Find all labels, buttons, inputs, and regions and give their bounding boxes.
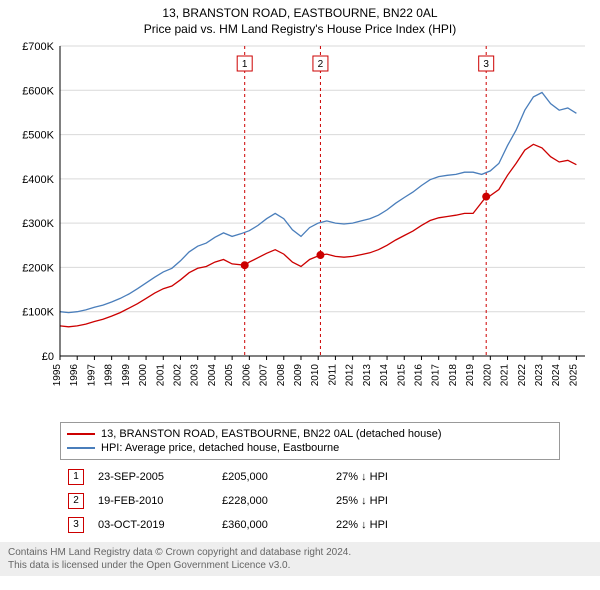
svg-text:2025: 2025 — [568, 364, 579, 387]
legend-label: HPI: Average price, detached house, East… — [101, 442, 339, 454]
marker-row: 2 19-FEB-2010£228,00025% ↓ HPI — [62, 490, 394, 512]
marker-date: 03-OCT-2019 — [92, 514, 214, 536]
chart-title-address: 13, BRANSTON ROAD, EASTBOURNE, BN22 0AL — [0, 6, 600, 20]
svg-text:£500K: £500K — [22, 130, 54, 142]
svg-text:2008: 2008 — [276, 364, 287, 387]
footer-line2: This data is licensed under the Open Gov… — [8, 559, 592, 572]
svg-text:2020: 2020 — [482, 364, 493, 387]
svg-text:£600K: £600K — [22, 85, 54, 97]
svg-text:1998: 1998 — [104, 364, 115, 387]
svg-text:2010: 2010 — [310, 364, 321, 387]
svg-text:2005: 2005 — [224, 364, 235, 387]
legend-swatch — [67, 433, 95, 435]
svg-text:2006: 2006 — [241, 364, 252, 387]
marker-row: 1 23-SEP-2005£205,00027% ↓ HPI — [62, 466, 394, 488]
svg-text:2022: 2022 — [517, 364, 528, 387]
svg-text:2015: 2015 — [396, 364, 407, 387]
svg-text:1997: 1997 — [86, 364, 97, 387]
svg-text:2017: 2017 — [431, 364, 442, 387]
svg-text:2012: 2012 — [345, 364, 356, 387]
svg-text:£400K: £400K — [22, 174, 54, 186]
svg-text:2011: 2011 — [327, 364, 338, 386]
svg-text:2007: 2007 — [259, 364, 270, 387]
chart-title-sub: Price paid vs. HM Land Registry's House … — [0, 22, 600, 36]
footer-attribution: Contains HM Land Registry data © Crown c… — [0, 542, 600, 576]
svg-text:2016: 2016 — [413, 364, 424, 387]
svg-text:2014: 2014 — [379, 364, 390, 387]
svg-text:1995: 1995 — [52, 364, 63, 387]
svg-text:2004: 2004 — [207, 364, 218, 387]
markers-table: 1 23-SEP-2005£205,00027% ↓ HPI 2 19-FEB-201… — [60, 464, 396, 538]
svg-text:2019: 2019 — [465, 364, 476, 387]
legend-item: 13, BRANSTON ROAD, EASTBOURNE, BN22 0AL … — [67, 427, 553, 441]
chart-area: £0 £100K £200K £300K £400K £500K £600K £700K 1 2 3… — [5, 36, 595, 416]
svg-text:2018: 2018 — [448, 364, 459, 387]
legend: 13, BRANSTON ROAD, EASTBOURNE, BN22 0AL … — [60, 422, 560, 460]
svg-text:2: 2 — [318, 59, 324, 70]
svg-text:2024: 2024 — [551, 364, 562, 387]
svg-text:£300K: £300K — [22, 218, 54, 230]
marker-price: £360,000 — [216, 514, 328, 536]
legend-item: HPI: Average price, detached house, East… — [67, 441, 553, 455]
svg-text:2002: 2002 — [172, 364, 183, 387]
svg-text:2003: 2003 — [190, 364, 201, 387]
marker-price: £205,000 — [216, 466, 328, 488]
footer-line1: Contains HM Land Registry data © Crown c… — [8, 546, 592, 559]
svg-text:1996: 1996 — [69, 364, 80, 387]
marker-delta: 27% ↓ HPI — [330, 466, 394, 488]
svg-text:2009: 2009 — [293, 364, 304, 387]
svg-text:2001: 2001 — [155, 364, 166, 387]
svg-text:£100K: £100K — [22, 307, 54, 319]
svg-text:£700K: £700K — [22, 41, 54, 53]
marker-delta: 25% ↓ HPI — [330, 490, 394, 512]
marker-date: 23-SEP-2005 — [92, 466, 214, 488]
price-chart: £0 £100K £200K £300K £400K £500K £600K £700K 1 2 3… — [5, 36, 595, 416]
svg-text:1: 1 — [242, 59, 248, 70]
marker-badge: 1 — [68, 469, 84, 485]
marker-date: 19-FEB-2010 — [92, 490, 214, 512]
chart-titles: 13, BRANSTON ROAD, EASTBOURNE, BN22 0AL … — [0, 0, 600, 36]
marker-row: 3 03-OCT-2019£360,00022% ↓ HPI — [62, 514, 394, 536]
svg-text:2023: 2023 — [534, 364, 545, 387]
svg-text:2013: 2013 — [362, 364, 373, 387]
marker-badge: 2 — [68, 493, 84, 509]
svg-text:2021: 2021 — [500, 364, 511, 387]
svg-text:1999: 1999 — [121, 364, 132, 387]
marker-price: £228,000 — [216, 490, 328, 512]
svg-text:2000: 2000 — [138, 364, 149, 387]
marker-delta: 22% ↓ HPI — [330, 514, 394, 536]
marker-badge: 3 — [68, 517, 84, 533]
svg-text:3: 3 — [483, 59, 489, 70]
legend-swatch — [67, 447, 95, 449]
svg-text:£0: £0 — [42, 351, 54, 363]
legend-label: 13, BRANSTON ROAD, EASTBOURNE, BN22 0AL … — [101, 428, 442, 440]
svg-text:£200K: £200K — [22, 262, 54, 274]
